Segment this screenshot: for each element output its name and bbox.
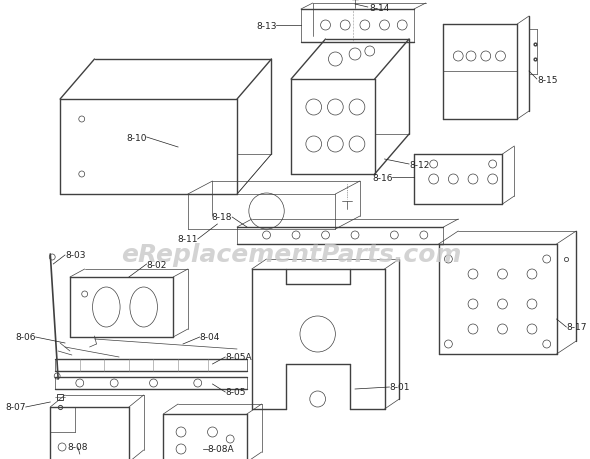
Text: 8-11: 8-11: [177, 235, 198, 244]
Text: 8-05: 8-05: [225, 388, 246, 397]
Text: eReplacementParts.com: eReplacementParts.com: [121, 242, 461, 266]
Text: 8-01: 8-01: [389, 383, 410, 392]
Text: 8-04: 8-04: [199, 333, 220, 342]
Text: 8-14: 8-14: [370, 4, 390, 12]
Text: 8-07: 8-07: [5, 403, 26, 412]
Text: 8-08: 8-08: [67, 442, 88, 452]
Text: 8-18: 8-18: [212, 213, 232, 222]
Text: 8-10: 8-10: [126, 133, 147, 142]
Text: 8-08A: 8-08A: [208, 444, 234, 453]
Text: 8-12: 8-12: [409, 160, 430, 169]
Text: 8-06: 8-06: [15, 333, 35, 342]
Text: 8-17: 8-17: [566, 323, 587, 332]
Text: 8-15: 8-15: [537, 75, 558, 84]
Text: 8-05A: 8-05A: [225, 353, 252, 362]
Text: 8-13: 8-13: [256, 22, 276, 30]
Text: 8-02: 8-02: [147, 260, 167, 269]
Text: 8-16: 8-16: [372, 173, 392, 182]
Text: 8-03: 8-03: [65, 251, 86, 260]
